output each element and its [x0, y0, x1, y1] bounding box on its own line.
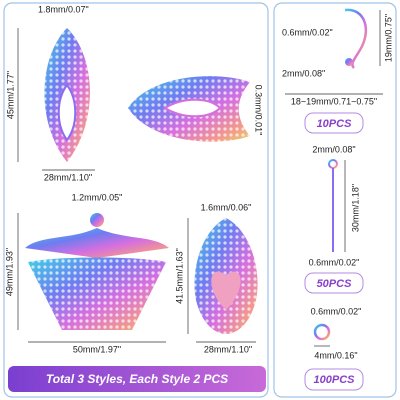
dimension-label: 0.3mm/0.01" — [254, 85, 264, 136]
quantity: 50PCS — [317, 278, 353, 290]
fan-pendant — [25, 213, 169, 330]
dimension-label: 1.6mm/0.06" — [201, 202, 252, 212]
dimension-label: 41.5mm/1.63" — [174, 248, 184, 304]
dimension-label: 2mm/0.08" — [312, 144, 355, 154]
quantity-box — [304, 368, 364, 391]
ear-hook — [344, 8, 368, 69]
quantity-box — [304, 112, 364, 134]
ear-hook-bead — [345, 58, 353, 66]
dimension-label: 50mm/1.97" — [73, 344, 121, 354]
jump-ring — [313, 323, 331, 341]
dimension-label: 0.6mm/0.02" — [282, 27, 333, 37]
quantity: 100PCS — [314, 374, 356, 386]
dimension-label: 0.6mm/0.02" — [309, 257, 360, 267]
banner — [8, 366, 266, 392]
dimension-label: 1.2mm/0.05" — [72, 192, 123, 202]
quantity-box — [304, 272, 364, 294]
quantity: 10PCS — [317, 118, 353, 130]
dimension-label: 0.6mm/0.02" — [311, 306, 362, 316]
left-panel — [3, 2, 269, 398]
leaf-pendant — [44, 28, 90, 162]
dimension-label: 19mm/0.75" — [383, 14, 393, 62]
right-panel — [273, 2, 397, 398]
dimension-label: 49mm/1.93" — [4, 248, 14, 296]
dimension-label: 1.8mm/0.07" — [38, 4, 89, 14]
teardrop-pendant — [194, 218, 258, 334]
dimension-label: 28mm/1.10" — [204, 344, 252, 354]
dimension-label: 30mm/1.18" — [350, 184, 360, 232]
dimension-label: 28mm/1.10" — [44, 172, 92, 182]
dimension-label: 18~19mm/0.71~0.75" — [291, 96, 377, 106]
dimension-label: 4mm/0.16" — [314, 350, 357, 360]
banner-text: Total 3 Styles, Each Style 2 PCS — [46, 372, 228, 386]
eye-pin-loop — [328, 159, 338, 169]
horizontal-pendant — [128, 76, 250, 142]
dimension-label: 2mm/0.08" — [282, 68, 325, 78]
dimension-label: 45mm/1.77" — [5, 71, 15, 119]
